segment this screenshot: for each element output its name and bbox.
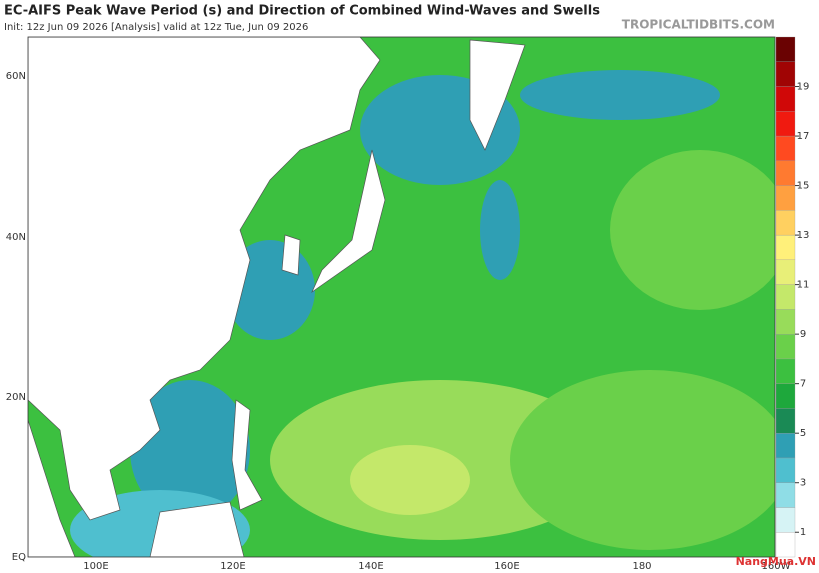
- colorbar-label: 9: [800, 329, 806, 340]
- land: [311, 149, 386, 294]
- land: [28, 37, 381, 521]
- lat-label: 20N: [6, 392, 26, 403]
- footer-watermark: NangMua.VN: [736, 555, 816, 568]
- lon-label: 180: [632, 561, 651, 572]
- lon-label: 160W: [762, 561, 791, 572]
- lon-label: 100E: [83, 561, 108, 572]
- colorbar-segment: [775, 135, 796, 161]
- colorbar-label: 17: [797, 131, 810, 142]
- lon-label: 120E: [220, 561, 245, 572]
- land: [28, 419, 76, 557]
- map-frame: [27, 36, 776, 558]
- colorbar-segment: [775, 210, 796, 236]
- colorbar-segment: [775, 482, 796, 508]
- land: [149, 501, 245, 557]
- colorbar-segment: [775, 259, 796, 285]
- colorbar-label: 11: [797, 280, 810, 291]
- colorbar-segment: [775, 433, 796, 459]
- title: EC-AIFS Peak Wave Period (s) and Directi…: [4, 4, 600, 19]
- lat-label: EQ: [12, 552, 26, 563]
- colorbar-segment: [775, 457, 796, 483]
- colorbar-segment: [775, 111, 796, 137]
- colorbar-segment: [775, 234, 796, 261]
- watermark: TROPICALTIDBITS.COM: [622, 18, 775, 32]
- colorbar-segment: [775, 333, 796, 360]
- colorbar-label: 5: [800, 428, 806, 439]
- colorbar-segment: [775, 383, 796, 409]
- colorbar-label: 1: [800, 527, 806, 538]
- colorbar-segment: [775, 86, 796, 112]
- wave-area: [130, 380, 250, 520]
- wave-area: [350, 445, 470, 515]
- colorbar-segment: [775, 507, 796, 533]
- colorbar-label: 15: [797, 181, 810, 192]
- colorbar-segment: [775, 61, 796, 87]
- land: [231, 399, 263, 511]
- colorbar-segment: [775, 408, 796, 434]
- colorbar-label: 3: [800, 478, 806, 489]
- lat-label: 60N: [6, 71, 26, 82]
- wave-area: [510, 370, 775, 550]
- wave-area: [480, 180, 520, 280]
- lon-label: 140E: [358, 561, 383, 572]
- lat-label: 40N: [6, 232, 26, 243]
- colorbar-label: 13: [797, 230, 810, 241]
- subtitle: Init: 12z Jun 09 2026 [Analysis] valid a…: [4, 22, 308, 33]
- colorbar-label: 19: [797, 82, 810, 93]
- colorbar-segment: [775, 532, 796, 558]
- map: [28, 37, 775, 557]
- land: [281, 234, 301, 276]
- lon-label: 160E: [494, 561, 519, 572]
- colorbar-segment: [775, 309, 796, 335]
- colorbar-segment: [775, 160, 796, 186]
- colorbar-label: 7: [800, 379, 806, 390]
- wave-area: [520, 70, 720, 120]
- colorbar-segment: [775, 185, 796, 211]
- colorbar-segment: [775, 36, 796, 62]
- colorbar-segment: [775, 358, 796, 384]
- land: [469, 39, 526, 151]
- wave-area: [610, 150, 775, 310]
- colorbar-segment: [775, 284, 796, 310]
